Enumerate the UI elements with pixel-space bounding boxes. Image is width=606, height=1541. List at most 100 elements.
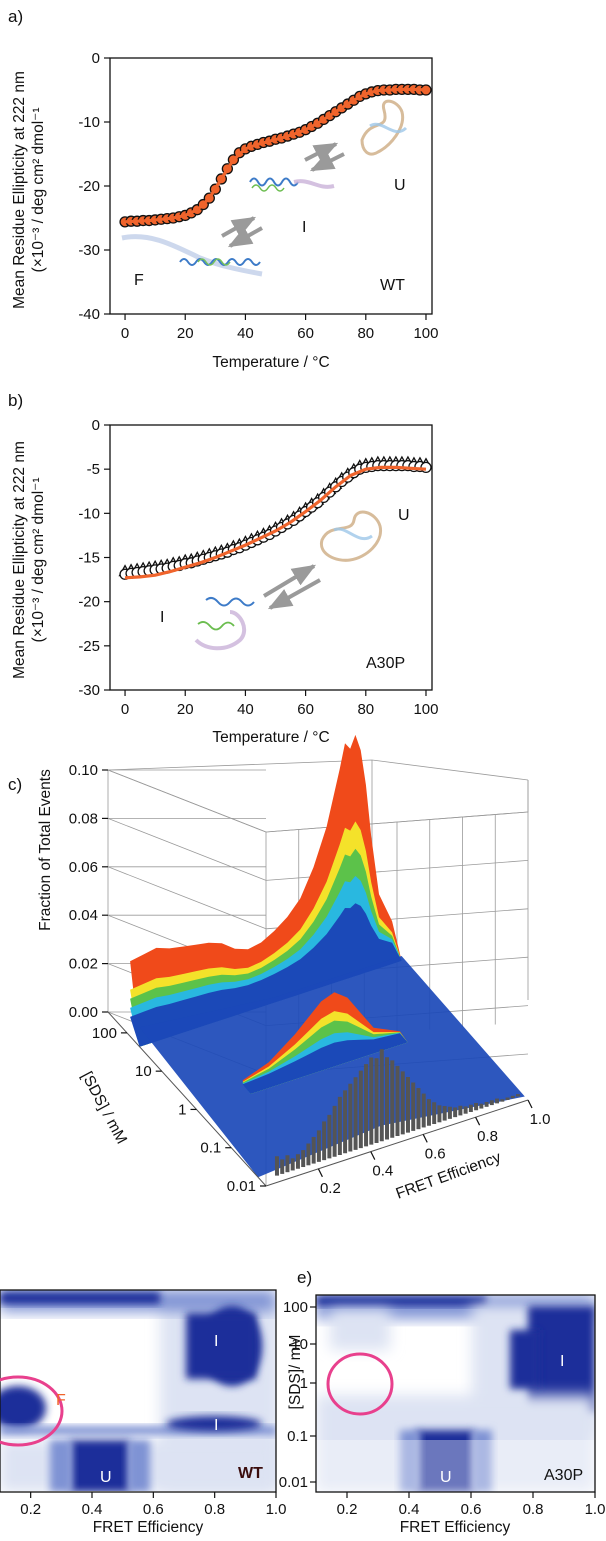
protein-cartoon-u-b (319, 510, 383, 562)
c-xtick-label-0: 0.2 (320, 1180, 341, 1197)
b-ytick-label-5: -25 (78, 638, 100, 655)
a-ytick-label-1: -10 (78, 114, 100, 131)
state-label-u-b: U (398, 507, 410, 524)
d-xtick-label-4: 1.0 (266, 1501, 287, 1518)
b-ytick-label-4: -20 (78, 594, 100, 611)
b-ytick-label-1: -5 (87, 461, 100, 478)
b-ytick-label-3: -15 (78, 550, 100, 567)
panel-label-b: b) (8, 391, 23, 410)
e-xtick-label-3: 0.8 (523, 1501, 544, 1518)
protein-cartoon-f (121, 234, 263, 277)
panel-d: 0.20.40.60.81.0011 F I I U WT FRET Effic… (0, 1289, 287, 1536)
c-ztick-label-3: 0.06 (69, 859, 98, 876)
state-label-i-b: I (160, 609, 164, 626)
c-xtick-label-3: 0.8 (477, 1128, 498, 1145)
variant-label-a30p-e: A30P (544, 1467, 583, 1484)
axis-ticks-e: 0.2 0.4 0.6 0.8 1.0 100 10 1 0.1 0.01 (279, 1299, 606, 1518)
c-ridge-band-4 (130, 903, 402, 1047)
d-xtick-label-3: 0.8 (204, 1501, 225, 1518)
c-xtick-label-4: 1.0 (530, 1111, 551, 1128)
data-markers-b (118, 455, 433, 580)
equilibrium-arrow-forward-b (262, 564, 317, 598)
b-xtick-label-3: 60 (297, 701, 314, 718)
b-xtick-label-0: 0 (121, 701, 129, 718)
d-xtick-label-1: 0.4 (82, 1501, 103, 1518)
state-label-i-a: I (302, 219, 306, 236)
a-xtick-label-0: 0 (121, 325, 129, 342)
state-label-i-e: I (560, 1353, 564, 1370)
c-xtick-1 (370, 1151, 376, 1160)
plot-frame-e (315, 1294, 596, 1493)
b-xtick-label-5: 100 (413, 701, 438, 718)
protein-cartoon-u (360, 99, 408, 156)
b-xtick-label-2: 40 (237, 701, 254, 718)
z-axis-label-c: Fraction of Total Events (37, 769, 54, 931)
axis-ticks-a: 0 20 40 60 80 100 0 -10 -20 -30 -40 (78, 50, 438, 342)
c-xtick-4 (527, 1099, 533, 1109)
y-axis-label-c: [SDS] / mM (78, 1069, 130, 1147)
panel-e: e) [SDS]/ mM 0.2 0.4 0.6 0.8 1.0 100 10 1 0.1 0.0… (279, 1268, 606, 1536)
c-xtick-label-1: 0.4 (372, 1163, 393, 1180)
axis-ticks-b: 0 20 40 60 80 100 0 -5 -10 -15 -20 -25 -30 (78, 417, 438, 718)
c-xtick-2 (422, 1134, 428, 1143)
e-xtick-label-1: 0.4 (399, 1501, 420, 1518)
state-label-u-a: U (394, 177, 406, 194)
c-xtick-label-2: 0.6 (425, 1145, 446, 1162)
x-axis-label-d: FRET Efficiency (93, 1519, 204, 1536)
x-axis-label-e: FRET Efficiency (400, 1519, 511, 1536)
a-xtick-label-5: 100 (413, 325, 438, 342)
x-axis-label-a: Temperature / °C (212, 354, 329, 371)
y-axis-label-a-line2: (×10⁻³ / deg cm² dmol⁻¹ (30, 108, 47, 273)
e-ytick-label-1: 10 (291, 1336, 308, 1353)
panel-b: b) Mean Residue Ellipticity at 222 nm (×… (8, 391, 438, 746)
c-xtick-0 (317, 1168, 323, 1178)
data-markers-a (119, 83, 432, 228)
variant-label-wt-a: WT (380, 277, 405, 294)
c-ztick-label-2: 0.04 (69, 907, 98, 924)
b-xtick-label-1: 20 (177, 701, 194, 718)
equilibrium-arrow-forward-a1 (221, 216, 257, 238)
c-ytick-label-2: 1 (178, 1101, 186, 1118)
a-ytick-label-0: 0 (92, 50, 100, 67)
variant-label-a30p-b: A30P (366, 655, 405, 672)
a-xtick-label-1: 20 (177, 325, 194, 342)
e-ytick-label-0: 100 (283, 1299, 308, 1316)
a-xtick-label-2: 40 (237, 325, 254, 342)
b-xtick-label-4: 80 (357, 701, 374, 718)
c-ytick-label-4: 100 (92, 1025, 117, 1042)
equilibrium-arrow-forward-a2 (304, 142, 339, 163)
highlight-circle-d (0, 1375, 64, 1447)
variant-label-wt-d: WT (238, 1465, 263, 1482)
e-xtick-label-0: 0.2 (337, 1501, 358, 1518)
e-ytick-label-3: 0.1 (287, 1428, 308, 1445)
panel-label-e: e) (297, 1268, 312, 1287)
y-axis-label-b-line2: (×10⁻³ / deg cm² dmol⁻¹ (30, 478, 47, 643)
state-label-i-d-upper: I (214, 1333, 218, 1350)
a-ytick-label-4: -40 (78, 306, 100, 323)
state-label-i-d-lower: I (214, 1417, 218, 1434)
b-ytick-label-0: 0 (92, 417, 100, 434)
state-label-u-e: U (440, 1469, 452, 1486)
b-ytick-label-6: -30 (78, 682, 100, 699)
3d-surface (130, 734, 525, 1178)
c-ztick-label-1: 0.02 (69, 956, 98, 973)
d-xtick-label-2: 0.6 (143, 1501, 164, 1518)
equilibrium-arrow-back-b (267, 578, 321, 610)
panel-label-c: c) (8, 775, 22, 794)
equilibrium-arrow-back-a2 (309, 151, 345, 172)
c-ytick-label-0: 0.01 (227, 1178, 256, 1195)
panel-c: c) Fraction of Total Events 0.00 0.02 0.04… (8, 734, 551, 1203)
equilibrium-arrow-back-a1 (227, 226, 263, 248)
heatmap-e (316, 1295, 595, 1492)
y-axis-label-e: [SDS]/ mM (287, 1335, 304, 1410)
d-xtick-label-0: 0.2 (20, 1501, 41, 1518)
a-xtick-label-3: 60 (297, 325, 314, 342)
plot-frame-d (0, 1289, 277, 1493)
panel-a: a) Mean Residue Ellipticity at 222 nm (×… (8, 7, 438, 371)
a-ytick-label-2: -20 (78, 178, 100, 195)
state-label-u-d: U (100, 1469, 112, 1486)
a-xtick-label-4: 80 (357, 325, 374, 342)
c-xtick-3 (475, 1116, 481, 1126)
e-xtick-label-4: 1.0 (585, 1501, 606, 1518)
c-ztick-label-5: 0.10 (69, 762, 98, 779)
